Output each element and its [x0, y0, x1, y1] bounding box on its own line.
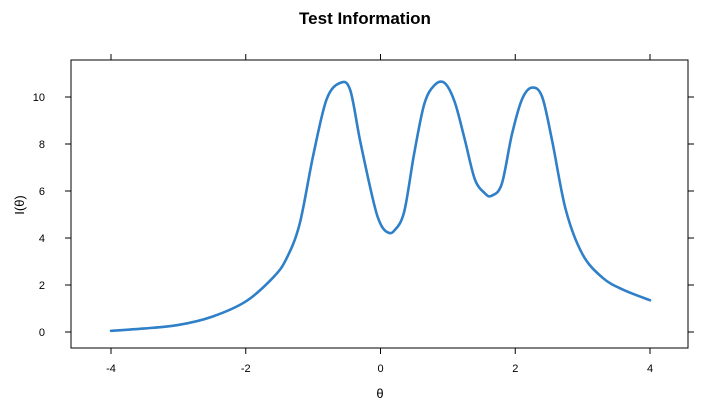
y-tick-label: 10	[33, 92, 45, 104]
plot-frame	[70, 59, 689, 349]
x-tick-label: -2	[241, 363, 251, 375]
y-axis-ticks: 0 2 4 6 8 10	[33, 92, 694, 339]
chart-title: Test Information	[299, 9, 431, 28]
series-layer	[109, 80, 652, 333]
y-axis-label: I(θ)	[12, 195, 27, 215]
x-tick-label: -4	[106, 363, 116, 375]
y-tick-label: 0	[39, 327, 45, 339]
x-tick-label: 4	[647, 363, 653, 375]
x-tick-label: 0	[377, 363, 383, 375]
x-axis-label: θ	[376, 386, 383, 401]
series-line-0	[109, 80, 652, 333]
y-tick-label: 6	[39, 186, 45, 198]
x-axis-ticks: -4 -2 0 2 4	[106, 54, 653, 375]
x-tick-label: 2	[512, 363, 518, 375]
y-tick-label: 2	[39, 280, 45, 292]
y-tick-label: 8	[39, 139, 45, 151]
y-tick-label: 4	[39, 233, 45, 245]
